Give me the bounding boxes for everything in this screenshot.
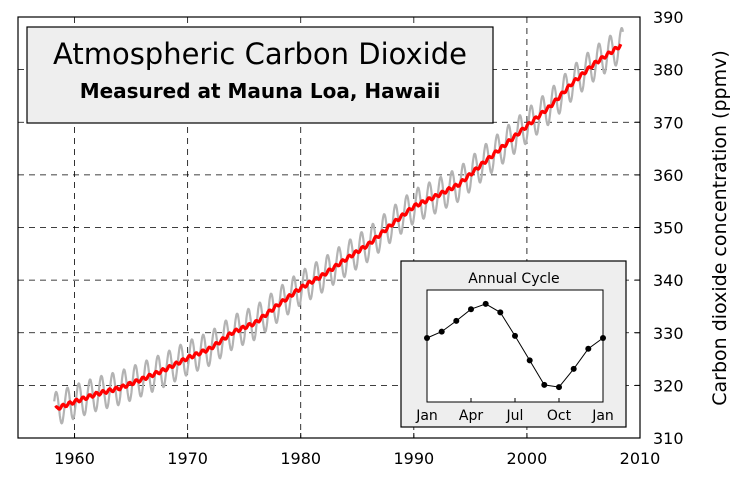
annual-cycle-point xyxy=(438,328,445,335)
inset-plot-area xyxy=(426,289,604,403)
x-tick-label: 1960 xyxy=(54,449,95,468)
y-tick-label: 350 xyxy=(653,219,684,238)
chart-subtitle: Measured at Mauna Loa, Hawaii xyxy=(80,79,441,103)
y-tick-label: 360 xyxy=(653,166,684,185)
y-tick-label: 370 xyxy=(653,113,684,132)
y-tick-label: 380 xyxy=(653,61,684,80)
y-tick-label: 320 xyxy=(653,376,684,395)
inset-series-layer: Jan Apr Jul Oct Jan xyxy=(415,300,614,424)
annual-cycle-point xyxy=(585,345,592,352)
annual-cycle-point xyxy=(468,306,474,313)
x-tick-label: 2010 xyxy=(620,449,661,468)
chart-title: Atmospheric Carbon Dioxide xyxy=(53,37,467,71)
x-tick-label: 1970 xyxy=(167,449,208,468)
y-axis-title: Carbon dioxide concentration (ppmv) xyxy=(709,50,731,406)
annual-cycle-inset: Annual Cycle Jan Apr Jul Oct Jan xyxy=(400,260,627,428)
inset-tick-label: Oct xyxy=(547,408,572,424)
x-tick-label: 1990 xyxy=(393,449,434,468)
y-tick-label: 390 xyxy=(653,8,684,27)
trend-co2-line xyxy=(54,43,623,411)
y-tick-label: 310 xyxy=(653,429,684,448)
annual-cycle-point xyxy=(424,335,430,341)
annual-cycle-point xyxy=(570,365,577,372)
annual-cycle-point xyxy=(526,357,533,364)
inset-title: Annual Cycle xyxy=(468,271,559,287)
x-tick-label: 2000 xyxy=(507,449,548,468)
inset-tick-label: Jan xyxy=(591,408,614,424)
inset-tick-label: Jul xyxy=(506,408,524,424)
annual-cycle-point xyxy=(453,317,460,324)
annual-cycle-point xyxy=(541,381,548,388)
y-tick-label: 330 xyxy=(653,324,684,343)
annual-cycle-point xyxy=(600,335,606,341)
inset-tick-label: Jan xyxy=(415,408,438,424)
annual-cycle-point xyxy=(556,384,562,391)
annual-cycle-point xyxy=(512,332,518,339)
inset-tick-label: Apr xyxy=(459,408,483,424)
annual-cycle-point xyxy=(482,300,489,307)
title-box: Atmospheric Carbon Dioxide Measured at M… xyxy=(26,26,494,124)
annual-cycle-point xyxy=(497,309,504,316)
y-tick-label: 340 xyxy=(653,271,684,290)
series-layer xyxy=(53,27,624,425)
x-tick-label: 1980 xyxy=(280,449,321,468)
